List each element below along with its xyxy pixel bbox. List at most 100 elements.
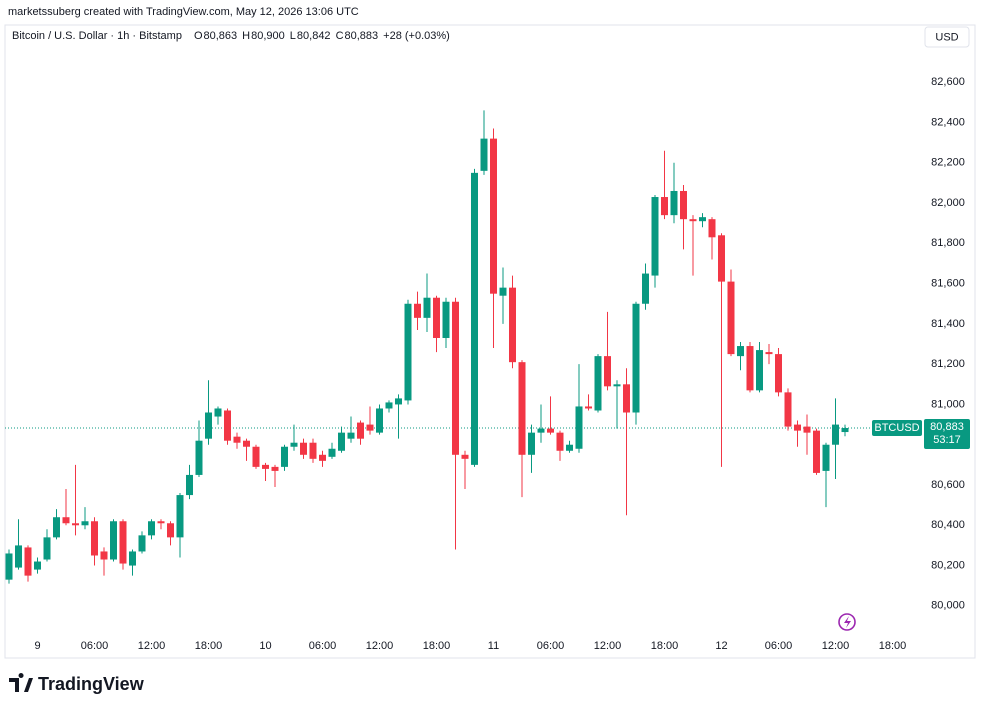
candle-body <box>252 446 260 467</box>
legend-change: +28 (+0.03%) <box>383 30 450 42</box>
candle-body <box>499 287 507 296</box>
x-tick-label: 9 <box>34 640 40 652</box>
candle-body <box>414 303 421 318</box>
candle-body <box>5 553 13 580</box>
candle-body <box>205 412 212 439</box>
candle-body <box>651 197 659 276</box>
candle-body <box>385 402 393 409</box>
y-tick-label: 80,000 <box>931 600 965 612</box>
y-tick-label: 81,000 <box>931 398 965 410</box>
candle-body <box>452 301 459 455</box>
x-tick-label: 12:00 <box>366 640 394 652</box>
brand: TradingView <box>38 674 145 694</box>
candle-body <box>119 521 127 564</box>
candle-body <box>566 444 573 451</box>
candle-body <box>585 406 592 409</box>
candle-body <box>271 466 279 471</box>
candle-body <box>537 428 545 433</box>
candle-body <box>24 547 32 576</box>
symbol-tag <box>872 420 922 437</box>
candle-body <box>423 297 431 318</box>
logo <box>9 673 33 692</box>
x-tick-label: 12:00 <box>822 640 850 652</box>
candle-body <box>176 495 184 538</box>
candle-body <box>737 346 744 357</box>
price-tag <box>924 419 970 450</box>
y-tick-label: 80,200 <box>931 559 965 571</box>
candle-body <box>746 346 754 391</box>
candle-body <box>433 297 440 338</box>
candle-body <box>129 551 136 566</box>
events-icon[interactable] <box>838 613 856 631</box>
x-tick-label: 06:00 <box>765 640 793 652</box>
x-tick-label: 12:00 <box>138 640 166 652</box>
candle-body <box>110 521 117 560</box>
candle-body <box>594 356 602 411</box>
y-tick-label: 81,800 <box>931 237 965 249</box>
y-tick-label: 81,200 <box>931 358 965 370</box>
currency-box <box>924 26 970 48</box>
candle-body <box>556 432 564 451</box>
y-tick-label: 82,400 <box>931 116 965 128</box>
candle-body <box>822 444 830 471</box>
candle-body <box>319 454 326 461</box>
candle-body <box>376 408 383 433</box>
candle-body <box>167 523 174 538</box>
candle-body <box>547 428 554 433</box>
candle-body <box>575 406 583 449</box>
candle-body <box>670 190 678 216</box>
events-bolt <box>844 616 851 628</box>
candle-body <box>157 521 165 524</box>
candle-body <box>395 398 402 405</box>
candle-body <box>195 440 203 475</box>
candle-body <box>309 442 317 459</box>
candle-body <box>81 521 89 526</box>
legend-value: 80,863 <box>204 30 238 42</box>
price-tag-label: 80,883 <box>930 421 964 433</box>
x-tick-label: 06:00 <box>81 640 109 652</box>
candle-body <box>518 362 526 455</box>
candle-body <box>281 446 288 467</box>
candle-body <box>661 197 668 216</box>
header: Bitcoin / U.S. Dollar · 1h · Bitstamp O 80… <box>12 30 450 42</box>
candle-body <box>224 410 231 441</box>
legend-value: 80,900 <box>251 30 285 42</box>
y-tick-label: 81,600 <box>931 278 965 290</box>
candle-body <box>613 384 621 387</box>
candle-body <box>186 474 193 496</box>
candle-body <box>290 442 298 447</box>
candle-body <box>91 521 98 556</box>
candle-body <box>15 545 22 568</box>
candle-body <box>708 219 716 238</box>
x-tick-label: 18:00 <box>423 640 451 652</box>
candle-body <box>813 430 820 473</box>
candle-body <box>680 190 687 220</box>
x-tick-label: 06:00 <box>309 640 337 652</box>
candle-body <box>642 273 649 304</box>
candle-body <box>699 217 706 222</box>
candle-body <box>233 436 241 443</box>
candle-body <box>34 561 41 570</box>
candle-body <box>62 517 70 524</box>
candle-body <box>262 464 269 469</box>
candle-body <box>461 454 469 459</box>
candle-body <box>490 138 497 294</box>
y-tick-label: 82,600 <box>931 76 965 88</box>
legend-value: 80,842 <box>297 30 331 42</box>
candle-body <box>100 551 108 560</box>
candle-body <box>72 523 79 526</box>
legend-value: 80,883 <box>345 30 379 42</box>
x-tick-label: 12:00 <box>594 640 622 652</box>
y-tick-label: 80,400 <box>931 519 965 531</box>
candle-body <box>784 392 792 427</box>
x-tick-label: 12 <box>715 640 727 652</box>
candle-body <box>803 426 811 433</box>
candle-body <box>43 537 51 560</box>
candle-body <box>832 424 839 445</box>
candle-body <box>632 303 640 413</box>
candle-body <box>794 424 801 431</box>
logo-mark <box>9 673 33 692</box>
candle-body <box>727 281 735 355</box>
currency: USD <box>935 31 958 43</box>
x-tick-label: 11 <box>488 640 499 652</box>
